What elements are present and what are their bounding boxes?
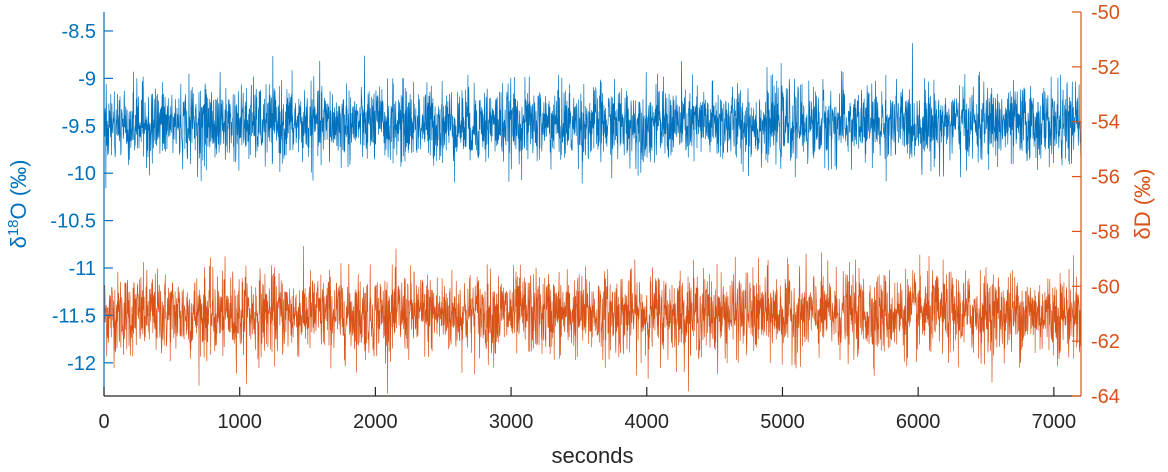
- right-y-tick-label: -60: [1091, 276, 1120, 298]
- right-y-tick-label: -50: [1091, 2, 1120, 24]
- left-y-axis-label-superscript: 18: [5, 219, 22, 236]
- left-y-axis-ticks: -8.5 -9 -9.5 -10 -10.5 -11 -11.5 -12: [50, 21, 113, 375]
- left-y-tick-label: -12: [67, 353, 96, 375]
- left-y-tick-label: -10.5: [50, 211, 96, 233]
- right-y-tick-label: -62: [1091, 331, 1120, 353]
- left-y-tick-label: -10: [67, 163, 96, 185]
- x-tick-label: 4000: [625, 411, 670, 433]
- left-y-axis-label-symbol: δ: [6, 236, 31, 248]
- right-y-tick-label: -64: [1091, 386, 1120, 408]
- left-y-tick-label: -11: [69, 258, 96, 280]
- series-line-right: [103, 245, 1082, 394]
- right-y-axis-ticks: -50 -52 -54 -56 -58 -60 -62 -64: [1072, 2, 1120, 408]
- x-tick-label: 2000: [353, 411, 398, 433]
- right-y-tick-label: -52: [1091, 57, 1120, 79]
- right-y-tick-label: -56: [1091, 167, 1120, 189]
- left-y-tick-label: -8.5: [62, 21, 96, 43]
- left-y-axis-label: δ18O (‰): [5, 160, 32, 249]
- right-y-tick-label: -58: [1091, 221, 1120, 243]
- x-axis-ticks: 0 1000 2000 3000 4000 5000 6000 7000: [98, 387, 1076, 433]
- x-tick-label: 3000: [489, 411, 534, 433]
- x-tick-label: 5000: [760, 411, 805, 433]
- left-y-tick-label: -9.5: [62, 116, 96, 138]
- left-y-tick-label: -11.5: [52, 305, 96, 327]
- x-tick-label: 6000: [896, 411, 941, 433]
- right-y-axis-label: δD (‰): [1130, 169, 1155, 240]
- x-tick-label: 0: [98, 411, 109, 433]
- series-line-left: [103, 42, 1082, 189]
- left-y-tick-label: -9: [78, 68, 96, 90]
- x-axis-label: seconds: [552, 443, 634, 468]
- series-layer: [103, 42, 1082, 394]
- left-y-axis-label-rest: O (‰): [6, 160, 31, 220]
- x-tick-label: 1000: [217, 411, 262, 433]
- right-y-tick-label: -54: [1091, 112, 1120, 134]
- x-tick-label: 7000: [1032, 411, 1077, 433]
